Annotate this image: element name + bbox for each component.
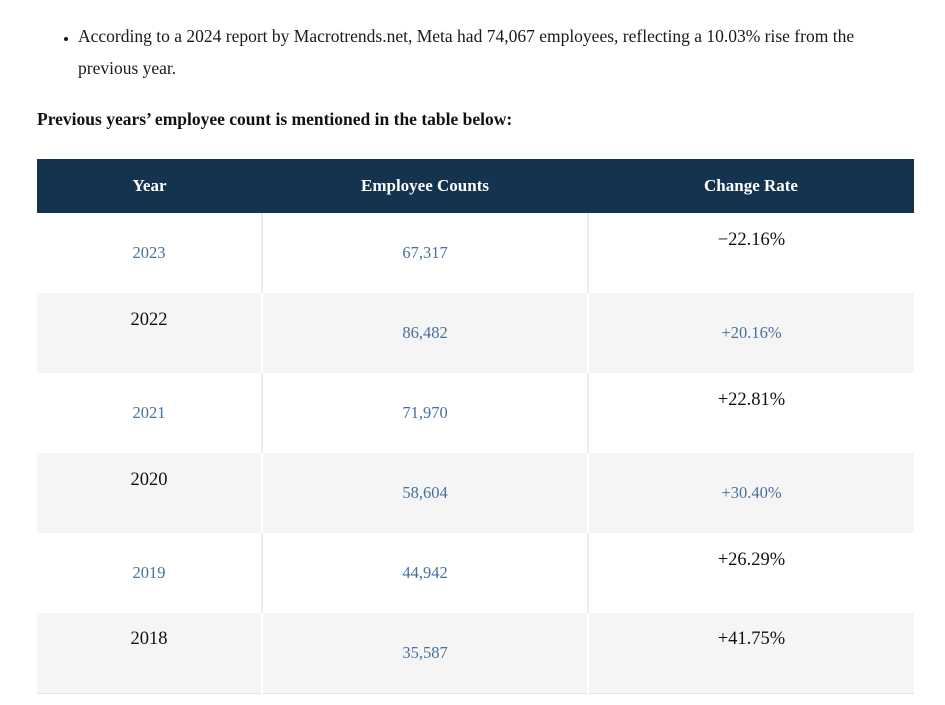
bullet-item: According to a 2024 report by Macrotrend…: [78, 20, 914, 84]
year-cell: 2020: [37, 453, 263, 533]
count-cell: 35,587: [262, 613, 589, 693]
year-text: 2018: [130, 629, 168, 650]
change-rate-text: −22.16%: [717, 229, 786, 250]
employee-count-table: Year Employee Counts Change Rate 2023 67…: [37, 159, 914, 694]
year-link[interactable]: 2023: [132, 243, 166, 262]
table-row: 2019 44,942 +26.29%: [37, 533, 914, 613]
change-rate-text: +22.81%: [717, 389, 786, 410]
count-cell: 71,970: [262, 373, 589, 453]
table-header-row: Year Employee Counts Change Rate: [37, 159, 914, 213]
year-cell: 2019: [37, 533, 263, 613]
change-rate-text: +26.29%: [717, 549, 786, 570]
bullet-list: According to a 2024 report by Macrotrend…: [37, 20, 914, 84]
employee-count-link[interactable]: 35,587: [402, 642, 448, 662]
change-cell: +30.40%: [588, 453, 914, 533]
count-cell: 58,604: [262, 453, 589, 533]
employee-count-link[interactable]: 67,317: [402, 243, 448, 262]
col-header-employee-counts: Employee Counts: [262, 159, 588, 213]
change-cell: +26.29%: [588, 533, 914, 613]
year-link[interactable]: 2019: [132, 563, 166, 582]
count-cell: 86,482: [262, 293, 589, 373]
change-rate-text: +41.75%: [717, 629, 786, 650]
employee-count-link[interactable]: 71,970: [402, 403, 448, 422]
employee-count-link[interactable]: 44,942: [402, 563, 448, 582]
col-header-change-rate: Change Rate: [588, 159, 914, 213]
year-text: 2022: [130, 309, 168, 330]
table-row: 2023 67,317 −22.16%: [37, 213, 914, 293]
year-text: 2020: [130, 469, 168, 490]
change-cell: −22.16%: [588, 213, 914, 293]
section-heading: Previous years’ employee count is mentio…: [37, 109, 513, 129]
count-cell: 44,942: [262, 533, 589, 613]
change-cell: +20.16%: [588, 293, 914, 373]
col-header-year: Year: [37, 159, 262, 213]
change-cell: +41.75%: [588, 613, 914, 693]
year-cell: 2021: [37, 373, 263, 453]
change-cell: +22.81%: [588, 373, 914, 453]
table-row: 2018 35,587 +41.75%: [37, 613, 914, 693]
employee-count-link[interactable]: 58,604: [402, 483, 448, 502]
change-rate-link[interactable]: +30.40%: [721, 483, 782, 502]
year-cell: 2023: [37, 213, 263, 293]
year-cell: 2022: [37, 293, 263, 373]
table-row: 2020 58,604 +30.40%: [37, 453, 914, 533]
year-link[interactable]: 2021: [132, 403, 166, 422]
count-cell: 67,317: [262, 213, 589, 293]
year-cell: 2018: [37, 613, 263, 693]
table-row: 2021 71,970 +22.81%: [37, 373, 914, 453]
employee-count-link[interactable]: 86,482: [402, 323, 448, 342]
table-row: 2022 86,482 +20.16%: [37, 293, 914, 373]
change-rate-link[interactable]: +20.16%: [721, 323, 782, 342]
